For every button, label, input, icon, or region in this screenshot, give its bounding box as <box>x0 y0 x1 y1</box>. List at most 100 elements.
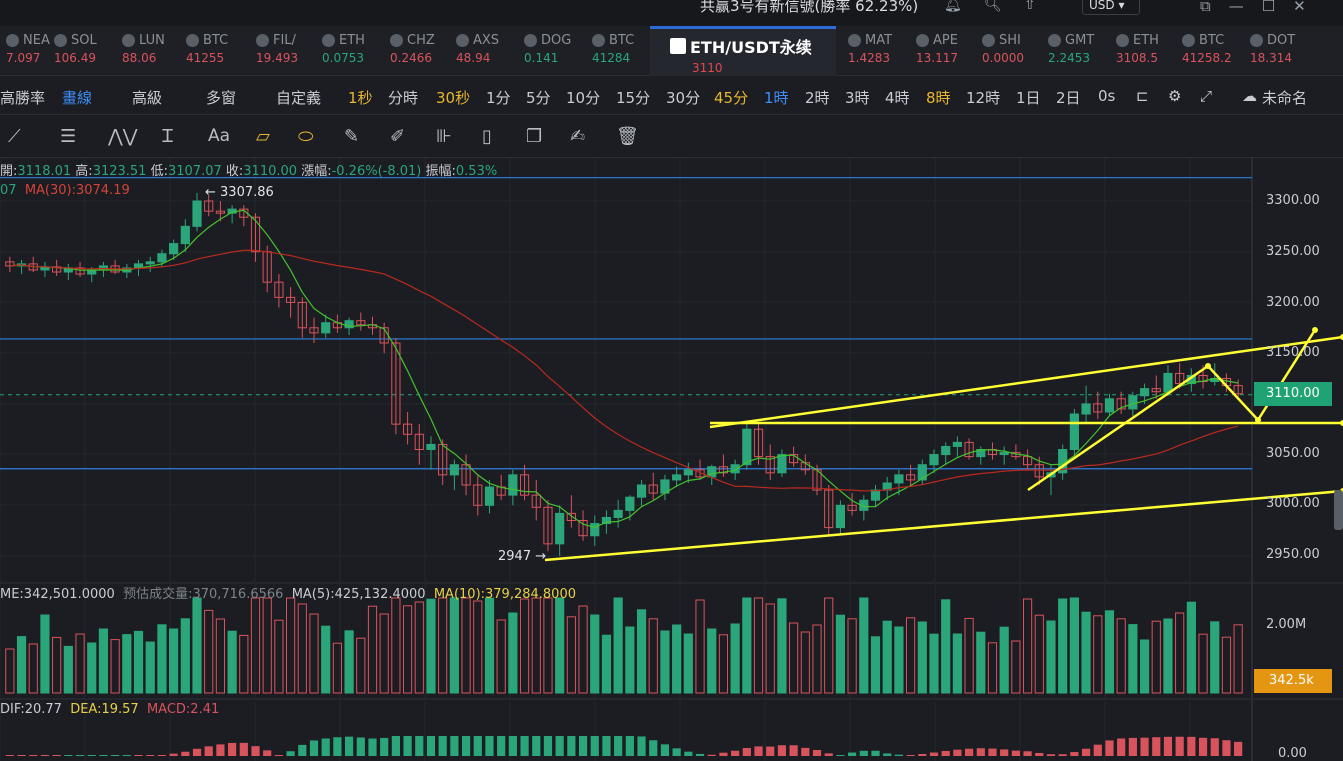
ticker-symbol: BTC <box>1182 33 1242 48</box>
currency-select[interactable]: USD ▾ <box>1082 0 1140 15</box>
ticker-symbol: CHZ <box>390 33 450 48</box>
timeframe-item[interactable]: 自定義 <box>276 89 322 107</box>
timeframe-item[interactable]: 12時 <box>966 89 1001 107</box>
timeframe-item[interactable]: 1分 <box>486 89 511 107</box>
trash-icon[interactable]: 🗑︎ <box>616 126 639 147</box>
candle-body <box>484 486 495 506</box>
arrow-head <box>1205 363 1211 369</box>
timeframe-item[interactable]: 1日 <box>1016 89 1041 107</box>
timeframe-item[interactable]: 分時 <box>388 89 419 107</box>
price-chart[interactable] <box>0 158 1343 761</box>
ruler-icon[interactable]: ▱ <box>256 126 270 147</box>
change-value: -0.26%(-8.01) <box>331 164 422 179</box>
ticker-tab-active[interactable]: ETH/USDT永续 3110 <box>650 26 836 76</box>
line-tool-icon[interactable]: ⟋ <box>8 126 21 147</box>
macd-bar <box>812 750 822 756</box>
brush-icon[interactable]: ✐ <box>390 126 406 147</box>
search-icon[interactable]: 🔍︎ <box>984 0 1002 13</box>
fullscreen-icon[interactable]: ⤢ <box>1200 87 1213 105</box>
candle-body <box>344 320 354 329</box>
timeframe-item[interactable]: 8時 <box>926 89 951 107</box>
ticker-tab[interactable]: APE 13.117 <box>916 26 976 76</box>
timeframe-item[interactable]: 高勝率 <box>0 89 46 107</box>
timeframe-item[interactable]: 多窗 <box>206 89 237 107</box>
ticker-tab[interactable]: GMT 2.2453 <box>1048 26 1108 76</box>
timeframe-item[interactable]: 15分 <box>616 89 651 107</box>
ticker-tab[interactable]: AXS 48.94 <box>456 26 516 76</box>
ma-short-line <box>9 209 1239 529</box>
ticker-tab[interactable]: DOG 0.141 <box>524 26 584 76</box>
ticker-tab[interactable]: DOT 18.314 <box>1250 26 1310 76</box>
minimize-icon[interactable]: — <box>1228 0 1244 15</box>
ticker-tab[interactable]: ETH 0.0753 <box>322 26 382 76</box>
macd-bar <box>1198 737 1208 756</box>
edit-icon[interactable]: ✍ <box>570 126 586 147</box>
timeframe-item[interactable]: 0s <box>1098 87 1116 105</box>
lock-icon[interactable]: ▯ <box>482 126 492 147</box>
popout-icon[interactable]: ⧉ <box>1200 0 1211 15</box>
ticker-price: 2.2453 <box>1048 51 1090 65</box>
ticker-tab[interactable]: SOL 106.49 <box>54 26 114 76</box>
ticker-tab[interactable]: SHI 0.0000 <box>982 26 1042 76</box>
ticker-tab[interactable]: ETH 3108.5 <box>1116 26 1176 76</box>
timeframe-item[interactable]: 畫線 <box>62 89 93 107</box>
upload-icon[interactable]: ⇧ <box>1024 0 1036 13</box>
timeframe-item[interactable]: 30分 <box>666 89 701 107</box>
measure-icon[interactable]: ⊪ <box>436 126 452 147</box>
volume-bar <box>859 597 869 694</box>
macd-bar <box>602 736 611 756</box>
magnet-icon[interactable]: ⬭ <box>298 126 314 147</box>
close-label: 收: <box>225 164 244 179</box>
bell-icon[interactable]: 🔔︎ <box>944 0 962 13</box>
timeframe-item[interactable]: 2日 <box>1056 89 1081 107</box>
pencil-icon[interactable]: ✎ <box>344 126 360 147</box>
maximize-icon[interactable]: ☐ <box>1261 0 1276 15</box>
signal-notice[interactable]: 共赢3号有新信號(勝率 62.23%) <box>700 0 919 15</box>
candle-body <box>286 296 296 303</box>
cloud-icon[interactable]: ☁ <box>1242 87 1257 105</box>
volume-bar <box>566 616 576 694</box>
volume-bar <box>1093 615 1103 694</box>
ticker-tab[interactable]: MAT 1.4283 <box>848 26 908 76</box>
timeframe-item[interactable]: 4時 <box>885 89 910 107</box>
font-tool-icon[interactable]: Aa <box>208 126 231 146</box>
ticker-tab[interactable]: FIL/19.493 <box>256 26 316 76</box>
timeframe-item[interactable]: 3時 <box>845 89 870 107</box>
wave-tool-icon[interactable]: ⋀⋁ <box>108 126 138 147</box>
macd-bar <box>801 747 810 756</box>
timeframe-item[interactable]: 45分 <box>714 89 749 107</box>
ticker-tab[interactable]: CHZ 0.2466 <box>390 26 450 76</box>
hlines-tool-icon[interactable]: ☰ <box>60 126 77 147</box>
coin-icon <box>6 34 19 47</box>
timeframe-item[interactable]: 未命名 <box>1262 89 1308 107</box>
chart-scroll-thumb[interactable] <box>1334 490 1343 530</box>
ticker-tab[interactable]: LUN 88.06 <box>122 26 182 76</box>
layout-icon[interactable]: ⊏ <box>1136 87 1149 105</box>
macd-bar <box>883 753 892 756</box>
timeframe-item[interactable]: 1秒 <box>348 89 373 107</box>
timeframe-item[interactable]: 10分 <box>566 89 601 107</box>
trend-line <box>544 489 1343 562</box>
ticker-tab[interactable]: BTC 41258.2 <box>1182 26 1242 76</box>
timeframe-item[interactable]: 5分 <box>526 89 551 107</box>
macd-bar <box>672 748 681 756</box>
text-tool-icon[interactable]: Ꮖ <box>162 126 174 147</box>
coin-icon <box>1116 34 1129 47</box>
timeframe-item[interactable]: 30秒 <box>436 89 471 107</box>
ticker-tab[interactable]: BTC 41255 <box>186 26 246 76</box>
candle-body <box>391 342 401 425</box>
yaxis-label: 3200.00 <box>1266 295 1320 310</box>
timeframe-item[interactable]: 高級 <box>132 89 163 107</box>
close-icon[interactable]: ✕ <box>1293 0 1306 15</box>
ticker-tab[interactable]: NEA 7.097 <box>6 26 66 76</box>
timeframe-item[interactable]: 1時 <box>764 89 789 107</box>
settings-icon[interactable]: ⚙ <box>1168 87 1182 105</box>
candle-body <box>215 210 226 214</box>
coin-icon <box>1182 34 1195 47</box>
candle-body <box>1104 398 1115 413</box>
volume-bar <box>824 597 834 694</box>
ticker-tab[interactable]: BTC 41284 <box>592 26 652 76</box>
timeframe-item[interactable]: 2時 <box>805 89 830 107</box>
macd-bar <box>321 738 330 756</box>
copy-icon[interactable]: ❐ <box>526 126 543 147</box>
